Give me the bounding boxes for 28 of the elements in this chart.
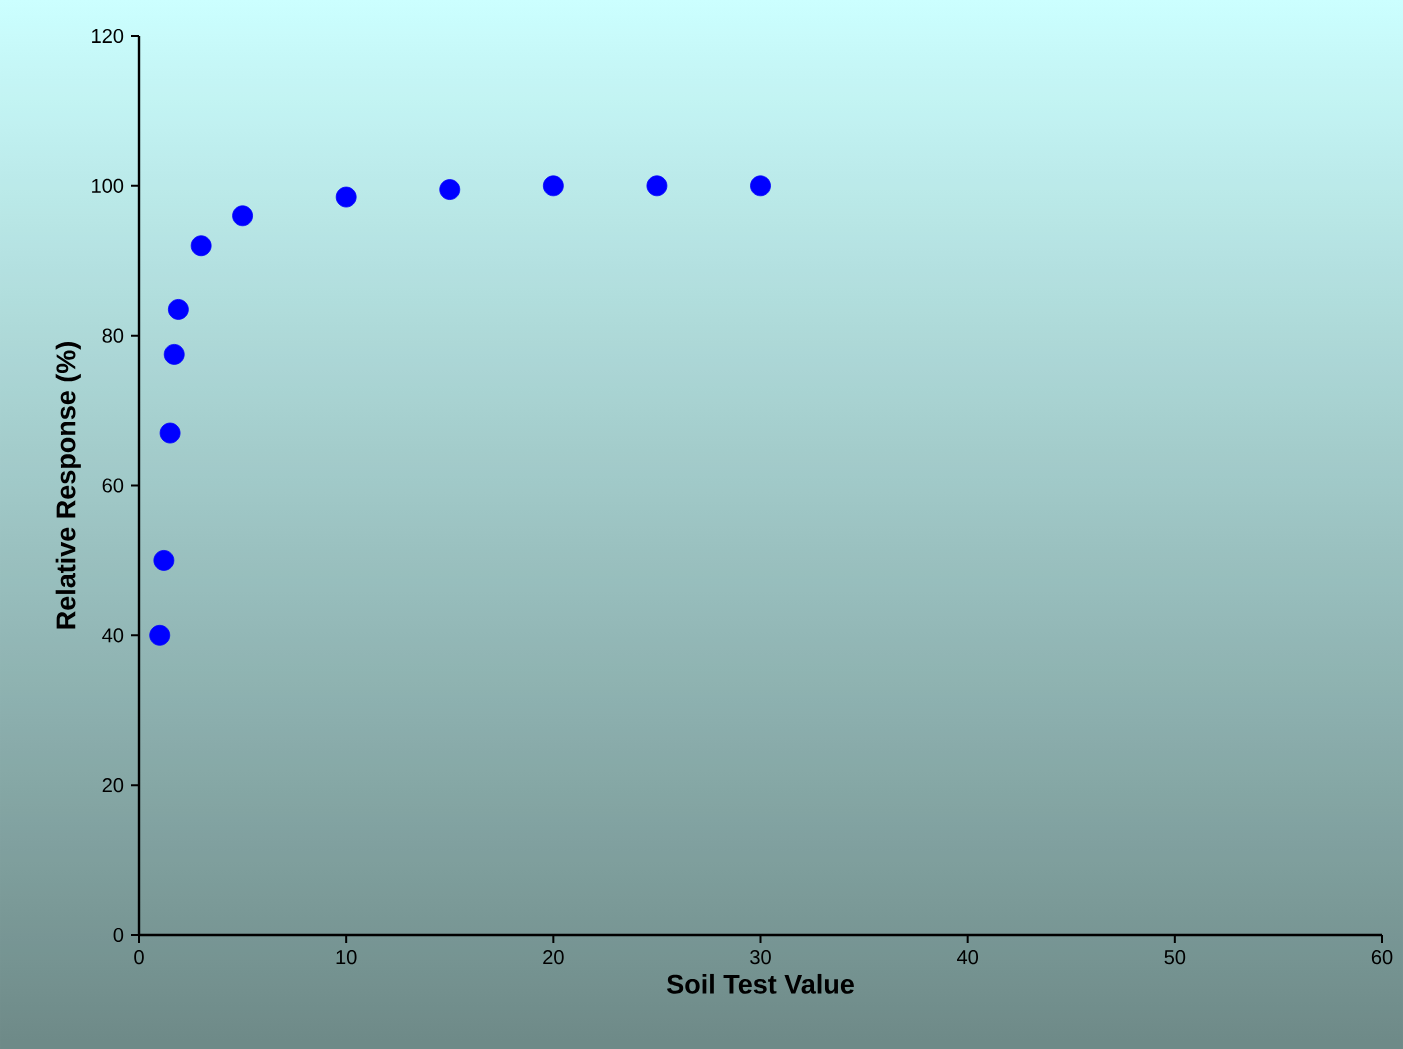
x-tick-label: 60 [1371, 950, 1393, 965]
point [149, 624, 171, 646]
y-tick-label: 20 [102, 778, 124, 793]
point [159, 422, 181, 444]
point [646, 175, 668, 197]
point [542, 175, 564, 197]
y-tick-label: 60 [102, 478, 124, 493]
point [335, 186, 357, 208]
y-tick-label: 80 [102, 328, 124, 343]
x-tick-label: 30 [750, 950, 771, 965]
x-tick-label: 10 [336, 950, 357, 965]
point [232, 205, 253, 227]
point [750, 175, 771, 197]
point [439, 179, 461, 200]
x-tick-label: 40 [957, 950, 979, 965]
point [190, 235, 212, 257]
point [163, 343, 185, 365]
y-tick-label: 120 [92, 28, 124, 44]
y-axis-title: Relative Response (%) [55, 342, 81, 629]
x-axis-title: Soil Test Value [667, 973, 854, 994]
x-tick-label: 20 [543, 950, 564, 965]
y-tick-label: 0 [113, 927, 124, 943]
y-tick-label: 40 [102, 628, 124, 643]
x-tick-label: 0 [134, 950, 144, 965]
y-tick-label: 100 [92, 178, 124, 193]
x-tick-label: 50 [1164, 950, 1186, 965]
point [153, 550, 175, 571]
point [167, 299, 189, 320]
